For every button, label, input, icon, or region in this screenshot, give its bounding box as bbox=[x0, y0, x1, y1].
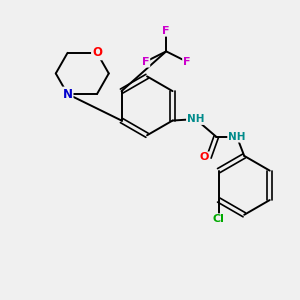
Text: O: O bbox=[92, 46, 102, 59]
Text: F: F bbox=[142, 57, 149, 67]
Text: Cl: Cl bbox=[213, 214, 225, 224]
Text: F: F bbox=[183, 57, 190, 67]
Text: NH: NH bbox=[187, 114, 204, 124]
Text: F: F bbox=[162, 26, 170, 36]
Text: NH: NH bbox=[228, 132, 246, 142]
Text: N: N bbox=[63, 88, 73, 100]
Text: O: O bbox=[200, 152, 209, 162]
